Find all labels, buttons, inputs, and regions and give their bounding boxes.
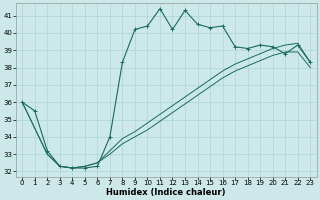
X-axis label: Humidex (Indice chaleur): Humidex (Indice chaleur) bbox=[107, 188, 226, 197]
